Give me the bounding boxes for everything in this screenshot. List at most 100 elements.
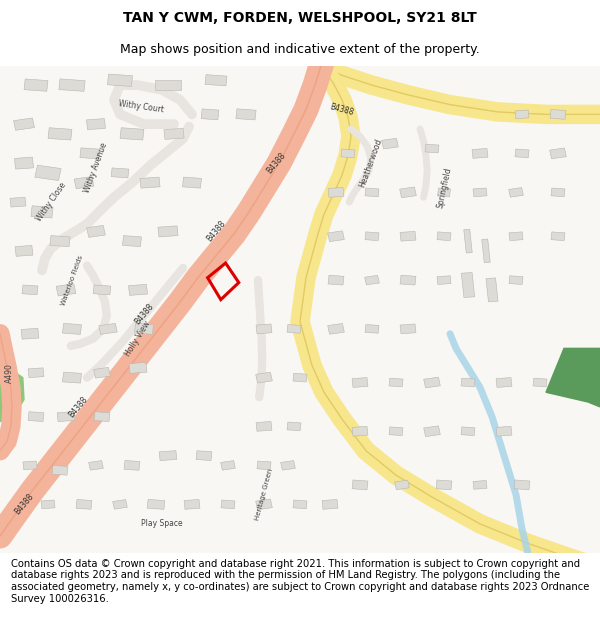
Text: Play Space: Play Space xyxy=(141,519,183,528)
Bar xyxy=(24,79,48,91)
Bar xyxy=(221,461,235,470)
Bar xyxy=(62,372,82,383)
Bar xyxy=(23,461,37,470)
Bar xyxy=(509,188,523,197)
Bar xyxy=(122,236,142,247)
Bar xyxy=(281,461,295,470)
Bar xyxy=(140,177,160,188)
Bar xyxy=(461,378,475,387)
Bar xyxy=(533,378,547,387)
Bar xyxy=(56,284,76,296)
Text: B4388: B4388 xyxy=(133,302,155,326)
Bar xyxy=(10,198,26,207)
Bar xyxy=(496,426,512,436)
Bar xyxy=(89,461,103,470)
Text: B4388: B4388 xyxy=(329,102,355,117)
Bar xyxy=(159,451,177,461)
Text: Holly View: Holly View xyxy=(124,319,152,358)
Bar xyxy=(352,378,368,388)
Bar xyxy=(395,480,409,489)
Bar xyxy=(514,480,530,490)
Bar xyxy=(15,246,33,256)
Bar xyxy=(550,109,566,119)
Bar xyxy=(352,426,368,436)
Bar xyxy=(365,276,379,285)
Bar xyxy=(128,284,148,296)
Bar xyxy=(111,168,129,178)
Bar xyxy=(256,421,272,431)
Bar xyxy=(201,109,219,120)
Bar xyxy=(94,412,110,421)
Bar xyxy=(328,188,344,198)
Bar xyxy=(464,229,472,253)
Bar xyxy=(509,276,523,284)
Bar xyxy=(48,127,72,140)
Text: Springfield: Springfield xyxy=(435,166,453,209)
Bar xyxy=(436,480,452,490)
Bar xyxy=(486,278,498,302)
Bar xyxy=(182,177,202,188)
Text: B4388: B4388 xyxy=(67,394,89,419)
Bar xyxy=(424,426,440,437)
Bar xyxy=(389,378,403,387)
Text: Withy Court: Withy Court xyxy=(118,99,164,115)
Text: Withy Close: Withy Close xyxy=(34,181,68,223)
Bar xyxy=(164,128,184,139)
Bar xyxy=(341,149,355,158)
Bar xyxy=(94,368,110,378)
Text: Map shows position and indicative extent of the property.: Map shows position and indicative extent… xyxy=(120,42,480,56)
Bar xyxy=(293,373,307,382)
Bar xyxy=(236,109,256,120)
Bar xyxy=(62,323,82,334)
Bar xyxy=(59,79,85,91)
Bar xyxy=(328,324,344,334)
Bar xyxy=(515,110,529,119)
Bar xyxy=(400,231,416,241)
Bar xyxy=(57,412,75,422)
Bar xyxy=(99,323,117,334)
Bar xyxy=(287,422,301,431)
Bar xyxy=(425,144,439,153)
Bar xyxy=(155,80,181,91)
Bar xyxy=(437,276,451,284)
Bar xyxy=(86,226,106,238)
Bar xyxy=(257,461,271,470)
Bar xyxy=(205,74,227,86)
Bar xyxy=(515,149,529,158)
Bar xyxy=(461,427,475,436)
Bar xyxy=(22,285,38,295)
Bar xyxy=(14,157,34,169)
Bar xyxy=(50,236,70,247)
Bar xyxy=(120,127,144,140)
Text: B4388: B4388 xyxy=(13,492,35,517)
Bar xyxy=(14,118,34,130)
Bar xyxy=(74,176,94,189)
Polygon shape xyxy=(546,348,600,407)
Text: A490: A490 xyxy=(4,362,14,382)
Bar xyxy=(28,368,44,378)
Bar xyxy=(31,206,53,218)
Bar xyxy=(473,481,487,489)
Bar xyxy=(256,372,272,383)
Bar xyxy=(509,232,523,241)
Bar xyxy=(134,323,154,334)
Bar xyxy=(86,119,106,129)
Text: Heatherwood: Heatherwood xyxy=(358,138,384,189)
Bar xyxy=(437,232,451,241)
Bar xyxy=(352,480,368,490)
Bar xyxy=(21,328,39,339)
Bar xyxy=(400,324,416,334)
Bar xyxy=(287,324,301,333)
Bar xyxy=(328,275,344,285)
Text: TAN Y CWM, FORDEN, WELSHPOOL, SY21 8LT: TAN Y CWM, FORDEN, WELSHPOOL, SY21 8LT xyxy=(123,11,477,26)
Text: B4388: B4388 xyxy=(265,151,287,176)
Bar xyxy=(35,165,61,181)
Bar xyxy=(551,232,565,241)
Text: Waterloo Fields: Waterloo Fields xyxy=(60,254,84,306)
Bar xyxy=(365,188,379,197)
Bar xyxy=(550,148,566,159)
Bar xyxy=(124,461,140,470)
Bar xyxy=(28,412,44,421)
Bar xyxy=(400,275,416,285)
Bar xyxy=(424,377,440,388)
